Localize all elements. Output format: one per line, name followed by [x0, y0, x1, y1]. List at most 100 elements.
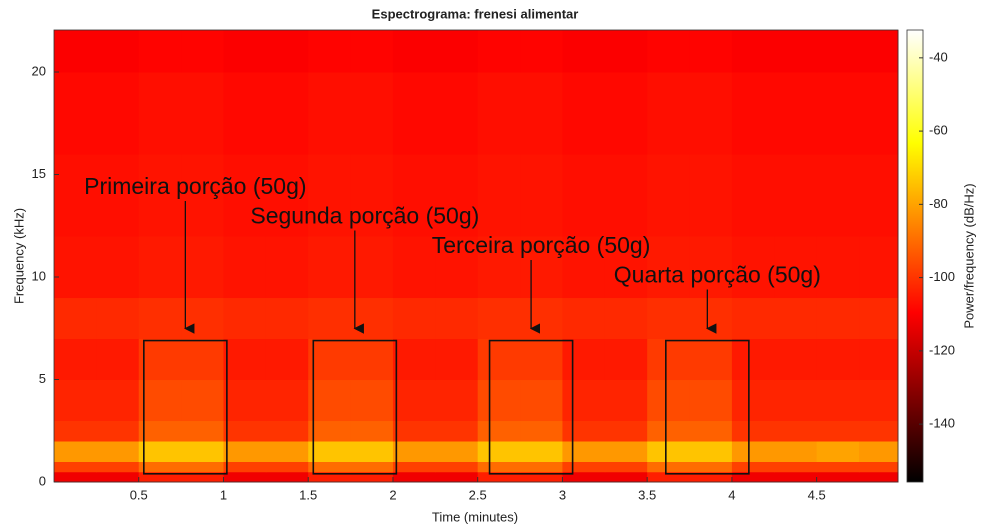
heatmap-cell: [181, 441, 224, 463]
heatmap-cell: [138, 236, 182, 299]
heatmap-cell: [731, 420, 775, 442]
annotation-box: [665, 339, 750, 475]
y-tick-label: 0: [39, 473, 46, 488]
heatmap-cell: [265, 461, 309, 473]
heatmap-cell: [477, 379, 521, 422]
heatmap-cell: [181, 154, 224, 237]
heatmap-cell: [731, 471, 775, 483]
heatmap-cell: [816, 471, 860, 483]
heatmap-cell: [816, 420, 860, 442]
heatmap-cell: [308, 72, 352, 155]
heatmap-cell: [604, 338, 648, 381]
heatmap-cell: [562, 461, 606, 473]
heatmap-cell: [138, 420, 182, 442]
heatmap-cell: [223, 379, 267, 422]
colorbar-label: Power/frequency (dB/Hz): [961, 183, 976, 328]
annotation-label: Terceira porção (50g): [432, 232, 651, 258]
heatmap-cell: [859, 420, 899, 442]
heatmap-cell: [647, 420, 691, 442]
heatmap-cell: [520, 420, 563, 442]
heatmap-cell: [350, 154, 394, 237]
heatmap-cell: [774, 461, 818, 473]
heatmap-cell: [54, 471, 97, 483]
heatmap-cell: [54, 379, 97, 422]
x-axis-label: Time (minutes): [432, 509, 518, 524]
heatmap-cell: [731, 297, 775, 340]
heatmap-cell: [647, 236, 691, 299]
colorbar-tick-label: -80: [929, 196, 948, 211]
heatmap-cell: [308, 154, 352, 237]
heatmap-cell: [308, 461, 352, 473]
annotation-box: [312, 339, 398, 475]
heatmap-cell: [604, 72, 648, 155]
heatmap-cell: [774, 297, 818, 340]
heatmap-cell: [96, 72, 140, 155]
heatmap-cell: [350, 297, 394, 340]
heatmap-cell: [689, 30, 733, 73]
heatmap-cell: [520, 338, 563, 381]
heatmap-cell: [647, 471, 691, 483]
heatmap-cell: [54, 441, 97, 463]
heatmap-cell: [816, 461, 860, 473]
heatmap-cell: [181, 297, 224, 340]
heatmap-cell: [774, 338, 818, 381]
heatmap-cell: [181, 379, 224, 422]
heatmap-cell: [774, 420, 818, 442]
heatmap-cell: [308, 30, 352, 73]
heatmap-cell: [392, 72, 436, 155]
heatmap-cell: [96, 420, 140, 442]
heatmap-cell: [350, 420, 394, 442]
heatmap-cell: [477, 30, 521, 73]
heatmap-cell: [731, 236, 775, 299]
annotation-label: Quarta porção (50g): [614, 262, 821, 288]
heatmap-cell: [54, 72, 97, 155]
heatmap-cell: [223, 338, 267, 381]
heatmap-cell: [816, 30, 860, 73]
heatmap-cell: [138, 297, 182, 340]
heatmap-cell: [181, 72, 224, 155]
heatmap-cell: [435, 461, 479, 473]
heatmap-cell: [265, 420, 309, 442]
heatmap-cell: [308, 297, 352, 340]
heatmap-cell: [689, 154, 733, 237]
heatmap-cell: [647, 441, 691, 463]
heatmap-cell: [859, 236, 899, 299]
heatmap-cell: [604, 154, 648, 237]
heatmap-cell: [350, 471, 394, 483]
heatmap-cell: [520, 471, 563, 483]
heatmap-cell: [96, 338, 140, 381]
heatmap-cell: [647, 72, 691, 155]
heatmap-cell: [96, 297, 140, 340]
heatmap-cell: [392, 420, 436, 442]
heatmap-cell: [435, 379, 479, 422]
heatmap-cell: [816, 297, 860, 340]
heatmap-cell: [138, 72, 182, 155]
heatmap-cell: [604, 461, 648, 473]
heatmap-cell: [265, 30, 309, 73]
heatmap-cell: [562, 441, 606, 463]
heatmap-cell: [774, 379, 818, 422]
heatmap-cell: [350, 461, 394, 473]
x-tick-label: 2.5: [469, 487, 487, 502]
heatmap-cell: [477, 297, 521, 340]
heatmap-cell: [223, 471, 267, 483]
y-tick-label: 20: [32, 63, 46, 78]
heatmap-cell: [392, 471, 436, 483]
heatmap-cell: [520, 379, 563, 422]
heatmap-cell: [604, 236, 648, 299]
heatmap-cell: [181, 338, 224, 381]
heatmap-cell: [265, 338, 309, 381]
heatmap-cell: [392, 297, 436, 340]
heatmap-cell: [774, 72, 818, 155]
heatmap-cell: [96, 30, 140, 73]
heatmap-cell: [477, 154, 521, 237]
heatmap-cell: [54, 154, 97, 237]
heatmap-cell: [816, 379, 860, 422]
heatmap-cell: [859, 338, 899, 381]
heatmap-cell: [816, 236, 860, 299]
plot-frame: [53, 29, 899, 483]
heatmap-cell: [816, 338, 860, 381]
heatmap-cell: [731, 30, 775, 73]
heatmap-cell: [435, 297, 479, 340]
